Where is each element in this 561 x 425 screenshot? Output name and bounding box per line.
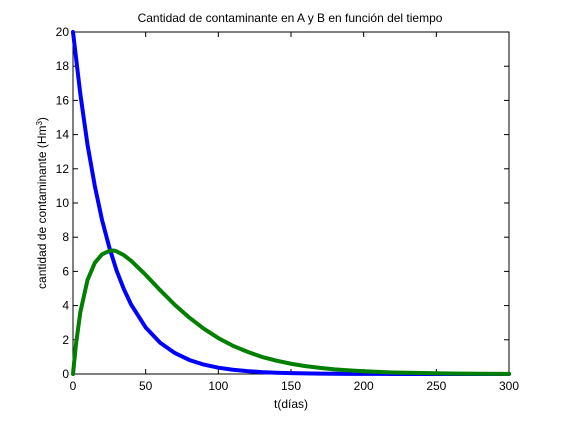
series-line-1: [71, 30, 511, 376]
y-axis-label-prefix: cantidad de contaminante (Hm: [35, 126, 49, 289]
y-tick-label: 14: [56, 128, 70, 142]
y-tick-label: 18: [56, 59, 70, 73]
y-axis-label-superscript: 3: [35, 121, 44, 126]
y-tick-label: 6: [62, 264, 69, 278]
y-tick-label: 20: [56, 25, 70, 39]
data-series: [71, 30, 511, 376]
x-tick-label: 150: [281, 379, 301, 393]
y-tick-label: 8: [62, 230, 69, 244]
y-axis-label-suffix: ): [35, 117, 49, 121]
x-tick-label: 200: [354, 379, 374, 393]
x-tick-label: 100: [208, 379, 228, 393]
x-axis-label: t(días): [274, 397, 308, 411]
axis-ticks: 0 50 100 150 200 250 300 0 2 4 6 8 10 12 14 16 18 20: [56, 25, 520, 393]
y-axis-label: cantidad de contaminante (Hm3): [35, 117, 50, 289]
y-tick-label: 16: [56, 93, 70, 107]
x-tick-label: 50: [139, 379, 153, 393]
y-tick-label: 0: [62, 367, 69, 381]
x-tick-label: 250: [426, 379, 446, 393]
y-tick-label: 12: [56, 162, 70, 176]
x-tick-label: 0: [70, 379, 77, 393]
chart-title: Cantidad de contaminante en A y B en fun…: [138, 11, 443, 25]
y-tick-label: 4: [62, 299, 69, 313]
plot-area: [72, 31, 510, 375]
series-line-2: [71, 248, 511, 376]
y-tick-label: 2: [62, 333, 69, 347]
x-tick-label: 300: [499, 379, 519, 393]
y-tick-label: 10: [56, 196, 70, 210]
